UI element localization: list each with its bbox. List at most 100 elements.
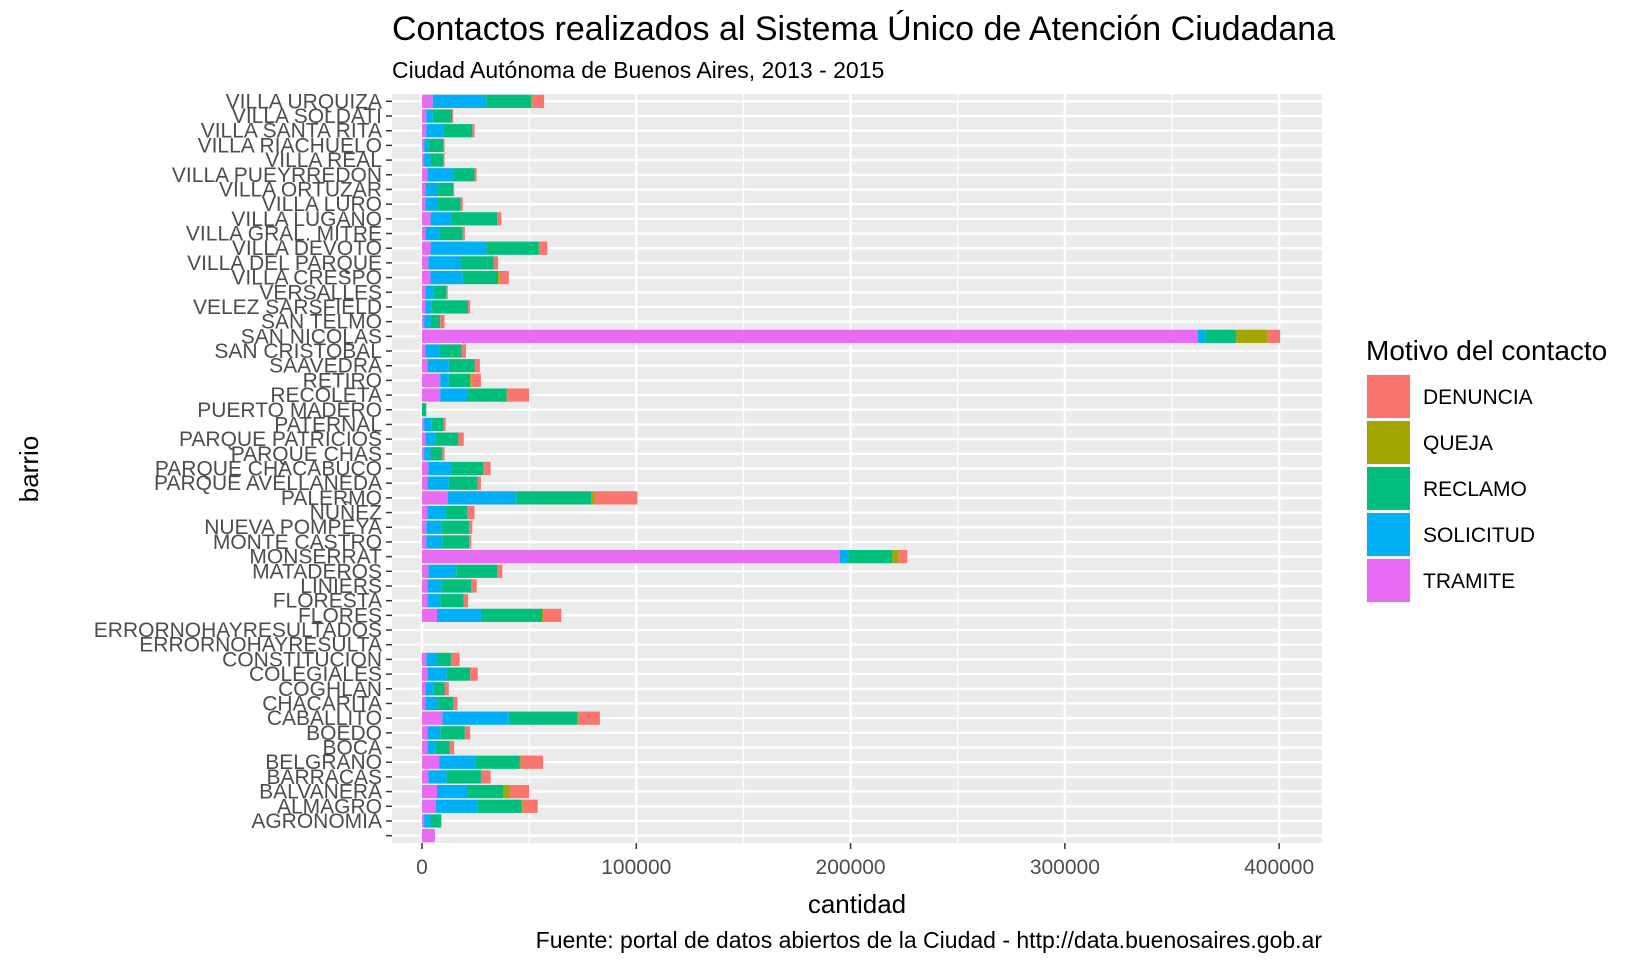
bar-solicitud — [425, 682, 434, 696]
bar-queja — [538, 241, 540, 255]
bar-reclamo — [486, 241, 539, 255]
bar-tramite — [422, 182, 426, 197]
bar-reclamo — [438, 696, 454, 711]
bar-denuncia — [480, 770, 491, 784]
bar-solicitud — [427, 726, 441, 740]
bar-solicitud — [426, 652, 437, 667]
y-tick-label: MONSERRAT — [249, 546, 382, 569]
bar-reclamo — [448, 373, 471, 387]
bar-solicitud — [425, 344, 440, 358]
bar-solicitud — [427, 359, 449, 373]
bar-solicitud — [442, 711, 509, 725]
bar-denuncia — [442, 447, 445, 461]
bar-reclamo — [441, 579, 472, 593]
bar-denuncia — [446, 285, 448, 299]
bar-solicitud — [437, 784, 467, 799]
y-tick-label: PATERNAL — [274, 413, 382, 436]
bar-tramite — [422, 109, 427, 123]
legend-title: Motivo del contacto — [1366, 335, 1607, 366]
bar-tramite — [422, 770, 429, 784]
bar-reclamo — [438, 197, 461, 211]
bar-reclamo — [848, 550, 893, 564]
bar-tramite — [422, 168, 428, 182]
y-tick-label: COLEGIALES — [249, 663, 382, 686]
y-tick-label: BARRACAS — [266, 766, 382, 789]
bar-tramite — [422, 138, 425, 153]
y-tick-label: CONSTITUCION — [222, 648, 382, 671]
bar-reclamo — [460, 256, 494, 270]
bar-reclamo — [516, 491, 592, 505]
bar-denuncia — [509, 784, 530, 799]
y-tick-label: FLORES — [298, 604, 382, 627]
y-tick-label: VILLA LUGANO — [231, 208, 382, 231]
bar-solicitud — [430, 212, 451, 226]
bar-tramite — [422, 153, 425, 167]
bar-reclamo — [453, 168, 475, 182]
bar-tramite — [422, 447, 425, 461]
bar-denuncia — [458, 432, 464, 446]
y-tick-label: SAAVEDRA — [269, 355, 382, 378]
y-tick-label: ERRORNOHAYRESULTA — [139, 634, 382, 657]
bar-solicitud — [425, 285, 434, 299]
y-tick-label: NUÑEZ — [310, 501, 383, 525]
bar-reclamo — [439, 226, 463, 241]
bar-tramite — [422, 535, 427, 549]
bar-reclamo — [430, 315, 441, 329]
bar-solicitud — [425, 696, 439, 711]
bar-denuncia — [493, 256, 499, 270]
x-tick-label: 300000 — [1030, 856, 1100, 879]
bar-denuncia — [469, 520, 473, 534]
bar-solicitud — [440, 373, 449, 387]
bar-queja — [892, 550, 899, 564]
bar-tramite — [422, 696, 426, 711]
y-tick-label: PARQUE CHACABUCO — [155, 458, 382, 481]
bar-reclamo — [440, 594, 464, 608]
bar-solicitud — [1197, 329, 1206, 343]
bar-tramite — [422, 476, 428, 490]
bar-tramite — [422, 256, 429, 270]
x-tick-label: 200000 — [816, 856, 886, 879]
bar-denuncia — [578, 711, 600, 725]
bar-solicitud — [427, 476, 449, 490]
bar-reclamo — [462, 270, 499, 285]
y-tick-label: NUEVA POMPEYA — [204, 516, 382, 539]
bar-tramite — [422, 784, 437, 799]
bar-reclamo — [433, 285, 447, 299]
y-tick-label: VILLA CRESPO — [231, 267, 382, 290]
bar-denuncia — [469, 535, 472, 549]
bar-solicitud — [425, 197, 439, 211]
bar-denuncia — [474, 168, 477, 182]
bar-solicitud — [426, 109, 433, 123]
bar-denuncia — [543, 608, 562, 622]
legend-swatch-solicitud — [1367, 513, 1410, 556]
bar-reclamo — [435, 432, 459, 446]
bar-reclamo — [433, 682, 445, 696]
bar-solicitud — [427, 579, 442, 593]
bar-solicitud — [424, 138, 429, 153]
y-tick-label: BALVANERA — [259, 781, 382, 804]
bar-solicitud — [424, 447, 431, 461]
bar-tramite — [422, 755, 440, 769]
y-tick-label: ERRORNOHAYRESULTADOS — [94, 619, 382, 642]
bar-solicitud — [437, 608, 481, 622]
y-tick-label: VILLA REAL — [265, 149, 382, 172]
bar-reclamo — [438, 182, 454, 197]
y-tick-label: VILLA ORTUZAR — [219, 178, 382, 201]
bar-tramite — [422, 505, 428, 520]
bar-reclamo — [422, 403, 427, 417]
y-tick-label: VILLA PUEYRREDON — [172, 164, 382, 187]
bar-queja — [503, 784, 510, 799]
bar-denuncia — [594, 491, 638, 505]
bar-denuncia — [440, 315, 445, 329]
legend-label: SOLICITUD — [1423, 524, 1535, 547]
bar-reclamo — [450, 212, 497, 226]
bar-solicitud — [435, 799, 478, 813]
bar-solicitud — [428, 461, 452, 476]
y-tick-label: PUERTO MADERO — [197, 399, 382, 422]
bar-solicitud — [425, 300, 432, 314]
bar-queja — [521, 799, 523, 813]
bar-solicitud — [427, 667, 447, 681]
bar-denuncia — [470, 667, 478, 681]
y-tick-label: SAN TELMO — [261, 311, 382, 334]
